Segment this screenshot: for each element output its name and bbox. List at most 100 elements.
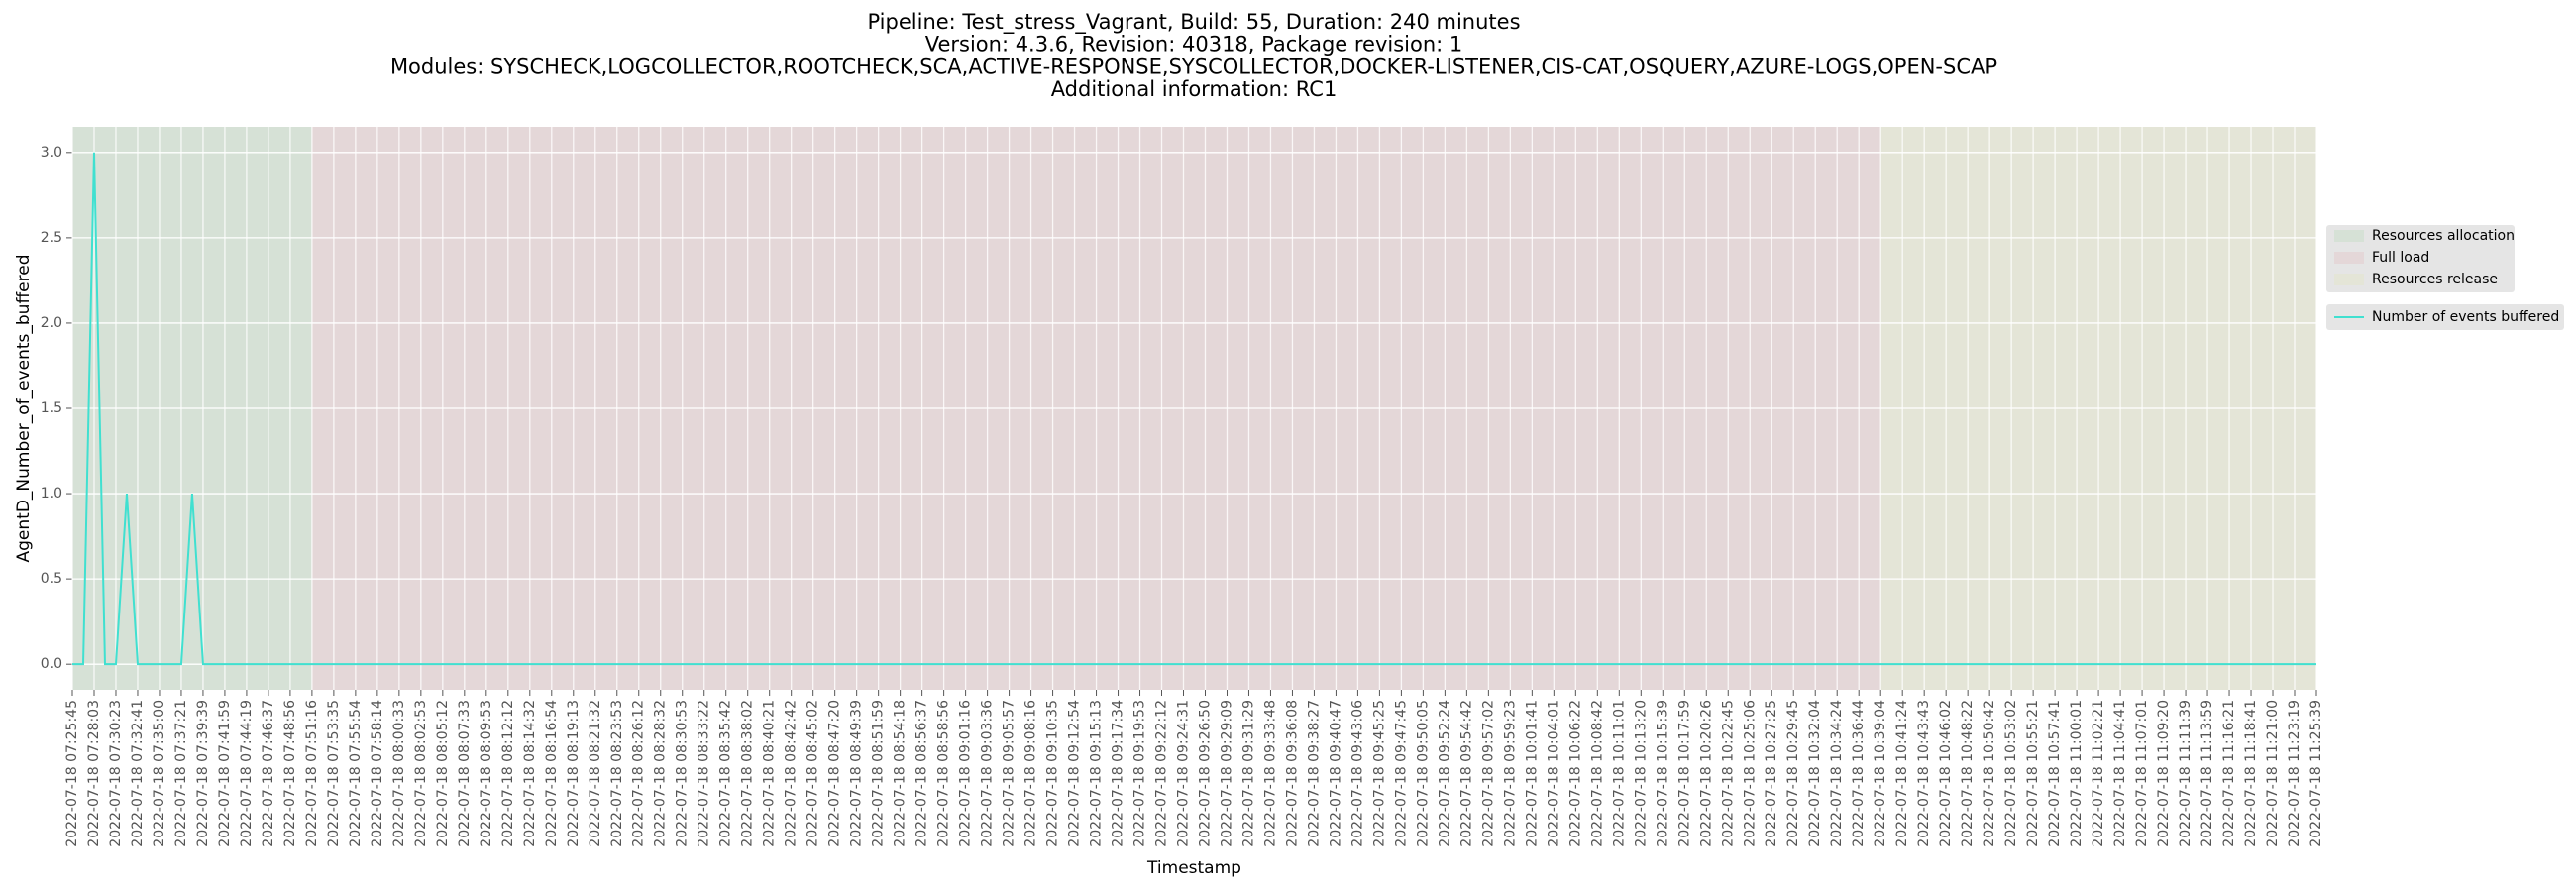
x-tick-label: 2022-07-18 09:01:16 [958,700,974,847]
x-tick-label: 2022-07-18 07:58:14 [370,700,385,847]
x-tick-label: 2022-07-18 09:33:48 [1262,700,1278,847]
x-tick-label: 2022-07-18 09:12:54 [1067,700,1083,847]
x-tick-label: 2022-07-18 10:15:39 [1655,700,1670,847]
x-tick-label: 2022-07-18 10:29:45 [1785,700,1801,847]
x-tick-label: 2022-07-18 10:41:24 [1894,700,1910,847]
x-tick-label: 2022-07-18 10:55:21 [2025,700,2041,847]
x-tick-label: 2022-07-18 09:45:25 [1371,700,1387,847]
x-tick-label: 2022-07-18 08:05:12 [435,700,451,847]
legend-label: Number of events buffered [2372,309,2559,325]
x-tick-label: 2022-07-18 09:38:27 [1306,700,1322,847]
x-tick-label: 2022-07-18 11:25:39 [2308,700,2324,847]
x-tick-label: 2022-07-18 10:08:42 [1589,700,1605,847]
y-tick-label: 0.0 [41,656,62,672]
x-tick-label: 2022-07-18 08:54:18 [893,700,909,847]
x-tick-label: 2022-07-18 09:47:45 [1393,700,1409,847]
legend-label: Full load [2372,250,2429,266]
x-tick-label: 2022-07-18 10:48:22 [1960,700,1976,847]
legend-swatch [2334,252,2364,264]
x-tick-label: 2022-07-18 11:13:59 [2200,700,2215,847]
x-tick-label: 2022-07-18 11:07:01 [2134,700,2150,847]
x-tick-label: 2022-07-18 11:02:21 [2091,700,2106,847]
x-tick-label: 2022-07-18 10:53:02 [2003,700,2019,847]
x-tick-label: 2022-07-18 08:30:53 [675,700,691,847]
x-tick-label: 2022-07-18 08:19:13 [566,700,582,847]
x-tick-label: 2022-07-18 09:43:06 [1349,700,1365,847]
x-tick-label: 2022-07-18 08:16:54 [544,700,560,847]
x-tick-label: 2022-07-18 09:36:08 [1284,700,1300,847]
x-tick-label: 2022-07-18 10:13:20 [1633,700,1649,847]
x-tick-label: 2022-07-18 09:57:02 [1480,700,1496,847]
x-tick-label: 2022-07-18 08:00:33 [391,700,407,847]
x-tick-label: 2022-07-18 08:42:42 [784,700,800,847]
x-tick-label: 2022-07-18 10:17:59 [1676,700,1692,847]
x-tick-label: 2022-07-18 09:10:35 [1045,700,1061,847]
legend-label: Resources release [2372,272,2498,287]
x-tick-label: 2022-07-18 07:44:19 [239,700,255,847]
x-tick-label: 2022-07-18 09:17:34 [1111,700,1127,847]
x-tick-label: 2022-07-18 07:32:41 [130,700,146,847]
x-tick-label: 2022-07-18 08:47:20 [827,700,843,847]
x-tick-label: 2022-07-18 08:33:22 [697,700,712,847]
y-tick-label: 3.0 [41,145,62,161]
x-tick-label: 2022-07-18 10:34:24 [1829,700,1845,847]
x-tick-label: 2022-07-18 09:52:24 [1437,700,1452,847]
y-tick-label: 0.5 [41,571,62,587]
x-tick-label: 2022-07-18 08:14:32 [522,700,538,847]
series-line [72,152,2316,666]
legend-label: Resources allocation [2372,228,2515,244]
x-tick-label: 2022-07-18 11:23:19 [2287,700,2303,847]
x-tick-label: 2022-07-18 09:50:05 [1415,700,1431,847]
x-axis-label: Timestamp [1146,858,1241,878]
x-tick-label: 2022-07-18 11:09:20 [2156,700,2172,847]
x-tick-label: 2022-07-18 08:45:02 [805,700,821,847]
x-tick-label: 2022-07-18 11:18:41 [2243,700,2259,847]
x-tick-label: 2022-07-18 11:11:39 [2178,700,2194,847]
x-tick-label: 2022-07-18 10:57:41 [2047,700,2063,847]
x-tick-label: 2022-07-18 08:35:42 [718,700,734,847]
x-tick-label: 2022-07-18 10:39:04 [1873,700,1888,847]
x-tick-label: 2022-07-18 07:41:59 [217,700,233,847]
x-tick-label: 2022-07-18 08:56:37 [914,700,930,847]
x-tick-label: 2022-07-18 07:51:16 [304,700,320,847]
x-tick-label: 2022-07-18 10:06:22 [1567,700,1583,847]
x-tick-label: 2022-07-18 07:53:35 [326,700,342,847]
x-tick-label: 2022-07-18 11:00:01 [2069,700,2085,847]
x-tick-label: 2022-07-18 10:01:41 [1524,700,1540,847]
x-tick-label: 2022-07-18 08:49:39 [849,700,865,847]
x-tick-label: 2022-07-18 08:38:02 [740,700,756,847]
x-tick-label: 2022-07-18 08:07:33 [457,700,473,847]
x-tick-label: 2022-07-18 09:59:23 [1502,700,1518,847]
x-tick-label: 2022-07-18 07:39:39 [195,700,211,847]
legend-box [2326,304,2564,330]
x-tick-label: 2022-07-18 07:30:23 [108,700,124,847]
x-tick-label: 2022-07-18 09:54:42 [1458,700,1474,847]
x-tick-label: 2022-07-18 08:02:53 [413,700,429,847]
y-tick-label: 2.5 [41,230,62,246]
x-tick-label: 2022-07-18 09:31:29 [1240,700,1256,847]
x-tick-label: 2022-07-18 09:05:57 [1002,700,1018,847]
x-tick-label: 2022-07-18 10:20:26 [1698,700,1714,847]
x-tick-label: 2022-07-18 07:55:54 [348,700,364,847]
legend-box [2326,225,2515,292]
x-tick-label: 2022-07-18 11:16:21 [2221,700,2237,847]
x-tick-label: 2022-07-18 10:46:02 [1938,700,1954,847]
x-tick-label: 2022-07-18 11:21:00 [2265,700,2281,847]
x-tick-label: 2022-07-18 09:03:36 [980,700,996,847]
chart-title: Pipeline: Test_stress_Vagrant, Build: 55… [867,10,1520,35]
x-tick-label: 2022-07-18 07:46:37 [261,700,276,847]
x-tick-label: 2022-07-18 08:28:32 [653,700,669,847]
x-tick-label: 2022-07-18 10:43:43 [1916,700,1932,847]
legend-swatch [2334,230,2364,242]
x-tick-label: 2022-07-18 08:26:12 [631,700,647,847]
x-tick-label: 2022-07-18 10:50:42 [1982,700,1997,847]
x-tick-label: 2022-07-18 10:25:06 [1742,700,1758,847]
x-tick-label: 2022-07-18 08:12:12 [500,700,516,847]
x-tick-label: 2022-07-18 07:28:03 [86,700,102,847]
chart-title: Modules: SYSCHECK,LOGCOLLECTOR,ROOTCHECK… [390,55,1997,78]
x-tick-label: 2022-07-18 09:26:50 [1197,700,1213,847]
x-tick-label: 2022-07-18 10:22:45 [1720,700,1736,847]
x-tick-label: 2022-07-18 07:35:00 [152,700,167,847]
x-tick-label: 2022-07-18 10:36:44 [1851,700,1867,847]
